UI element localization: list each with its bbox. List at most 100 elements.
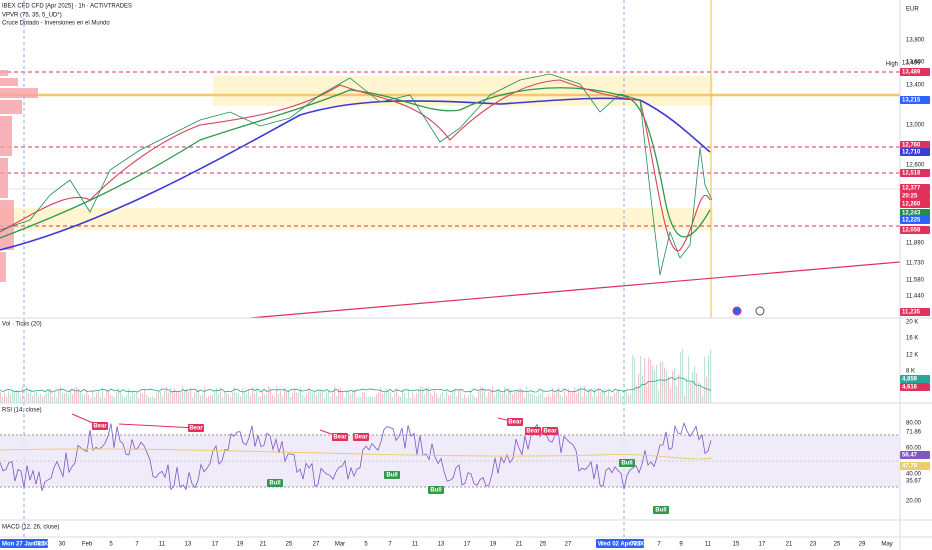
symbol: IBEX CFD CFD [Apr 2025] · 1h · ACTIVTRAD… bbox=[2, 4, 132, 10]
price-tag bbox=[900, 184, 930, 192]
price-tag-text: 13,499 bbox=[902, 61, 921, 67]
volume-bar bbox=[496, 389, 498, 403]
volume-bar bbox=[568, 389, 570, 403]
time-marker bbox=[0, 539, 48, 548]
volume-bar bbox=[298, 392, 300, 403]
volume-bar bbox=[380, 387, 382, 403]
volume-bar bbox=[656, 364, 658, 403]
volume-bar bbox=[236, 393, 238, 403]
volume-bar bbox=[630, 393, 632, 403]
volume-bar bbox=[158, 391, 160, 403]
volume-bar bbox=[244, 391, 246, 403]
time-label: 9 bbox=[679, 542, 683, 548]
volume-bar bbox=[88, 394, 90, 403]
time-label: 11 bbox=[159, 542, 166, 548]
volume-bar bbox=[156, 392, 158, 403]
rsi-line bbox=[0, 421, 712, 491]
volume-bar bbox=[374, 396, 376, 403]
volume-bar bbox=[154, 397, 156, 403]
volume-bar bbox=[258, 396, 260, 403]
volume-bar bbox=[470, 390, 472, 403]
pane-title: Vol · Ticks (20) bbox=[2, 322, 42, 328]
volume-bar bbox=[444, 397, 446, 403]
volume-bar bbox=[512, 393, 514, 403]
time-label: 29 bbox=[859, 542, 866, 548]
price-label: 11,440 bbox=[906, 294, 925, 300]
volume-bar bbox=[320, 390, 322, 403]
volume-bar bbox=[52, 396, 54, 403]
time-label: 25 bbox=[834, 542, 841, 548]
volume-bar bbox=[334, 386, 336, 403]
volume-bar bbox=[196, 390, 198, 403]
signal-label bbox=[428, 486, 444, 494]
volume-bar bbox=[540, 393, 542, 403]
signal-text: Bear bbox=[189, 426, 203, 432]
volume-bar bbox=[430, 393, 432, 403]
volume-bar bbox=[668, 376, 670, 403]
volume-bar bbox=[692, 371, 694, 403]
price-tag-text: 12,058 bbox=[902, 228, 921, 234]
volume-bar bbox=[62, 392, 64, 403]
signal-label bbox=[267, 479, 283, 487]
volume-bar bbox=[166, 387, 168, 403]
price-tag bbox=[900, 68, 930, 76]
volume-bar bbox=[586, 394, 588, 403]
volume-bar bbox=[170, 387, 172, 403]
signal-label bbox=[507, 418, 523, 426]
time-marker-text: Mon 27 Jan '25 bbox=[2, 542, 45, 548]
time-label: 25 bbox=[540, 542, 547, 548]
time-label: Mar bbox=[335, 542, 345, 548]
volume-bar bbox=[122, 394, 124, 403]
volume-bar bbox=[662, 361, 664, 403]
signal-label bbox=[525, 427, 541, 435]
volume-bar bbox=[536, 396, 538, 403]
price-tag-text: 12,377 bbox=[902, 186, 921, 192]
volume-bar bbox=[644, 357, 646, 403]
event-icon bbox=[755, 306, 765, 316]
volume-bar bbox=[340, 387, 342, 403]
volume-bar bbox=[316, 395, 318, 403]
volume-bar bbox=[214, 390, 216, 403]
volume-bar bbox=[640, 356, 642, 403]
volume-bar bbox=[68, 394, 70, 403]
volume-bar bbox=[148, 397, 150, 403]
volume-bar bbox=[670, 387, 672, 403]
rsi-label: 20.00 bbox=[906, 499, 922, 505]
volume-bar bbox=[210, 395, 212, 403]
volume-bar bbox=[638, 373, 640, 403]
volume-bar bbox=[48, 390, 50, 403]
volume-bar bbox=[700, 383, 702, 403]
volume-bar bbox=[472, 394, 474, 403]
volume-bar bbox=[406, 397, 408, 403]
signal-label bbox=[353, 433, 369, 441]
time-label: 11 bbox=[705, 542, 712, 548]
volume-bar bbox=[410, 397, 412, 403]
volume-bar bbox=[306, 393, 308, 403]
volume-bar bbox=[114, 397, 116, 403]
volume-bar bbox=[42, 397, 44, 403]
time-label: 13 bbox=[185, 542, 192, 548]
volume-bar bbox=[34, 392, 36, 403]
volume-bar bbox=[624, 393, 626, 403]
time-label: 17 bbox=[212, 542, 219, 548]
volume-bar bbox=[224, 392, 226, 403]
volume-bar bbox=[358, 396, 360, 403]
volume-bar bbox=[414, 397, 416, 403]
volume-bar bbox=[178, 390, 180, 403]
volume-bar bbox=[436, 393, 438, 403]
volume-bar bbox=[390, 392, 392, 403]
volume-bar bbox=[702, 395, 704, 403]
volume-bar bbox=[440, 393, 442, 403]
volume-bar bbox=[570, 393, 572, 403]
volume-bar bbox=[704, 356, 706, 403]
volume-profile bbox=[0, 70, 38, 282]
volume-bar bbox=[422, 386, 424, 403]
volume-bar bbox=[252, 387, 254, 403]
trendline bbox=[249, 261, 901, 319]
volume-bar bbox=[6, 397, 8, 403]
time-label: 27 bbox=[565, 542, 572, 548]
volume-bar bbox=[642, 375, 644, 403]
price-tag bbox=[900, 308, 930, 316]
volume-bar bbox=[222, 396, 224, 403]
volume-bar bbox=[0, 392, 2, 403]
